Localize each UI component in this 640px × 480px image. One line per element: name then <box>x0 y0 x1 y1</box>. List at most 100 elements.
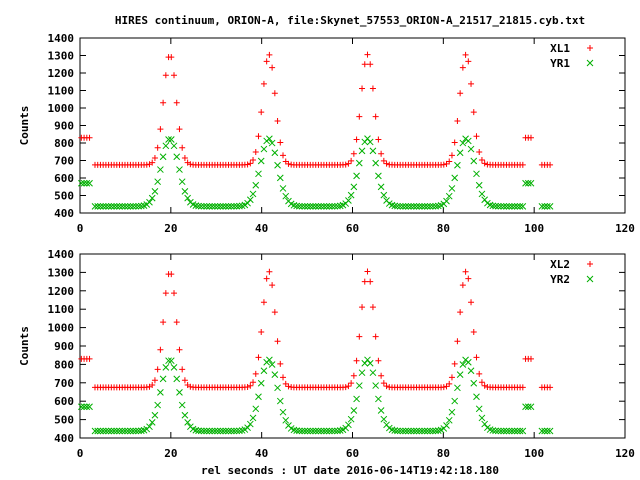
data-point-YR2 <box>208 427 216 435</box>
data-point-YR1 <box>159 153 167 161</box>
data-point-YR2 <box>230 427 238 435</box>
data-point-YR1 <box>157 166 164 173</box>
x-tick-label: 100 <box>524 222 544 235</box>
data-point-YR2 <box>353 395 360 403</box>
y-tick-label: 500 <box>54 414 74 427</box>
data-point-YR1 <box>470 157 478 165</box>
data-point-XL1 <box>149 159 156 166</box>
data-point-XL1 <box>342 161 349 168</box>
data-point-YR1 <box>306 202 314 210</box>
data-point-YR2 <box>312 427 320 435</box>
data-point-YR2 <box>271 371 279 379</box>
data-point-YR1 <box>334 202 341 210</box>
data-point-XL1 <box>154 144 161 151</box>
data-point-YR2 <box>456 371 464 379</box>
data-point-XL2 <box>176 346 183 353</box>
data-point-XL2 <box>86 355 93 362</box>
data-point-XL2 <box>457 309 464 316</box>
data-point-YR2 <box>203 427 211 435</box>
data-point-XL2 <box>446 380 453 387</box>
data-point-YR2 <box>135 427 142 435</box>
data-point-XL1 <box>478 157 485 164</box>
data-point-YR1 <box>328 202 336 210</box>
data-point-YR1 <box>456 149 464 157</box>
data-point-XL2 <box>451 360 458 367</box>
data-point-YR2 <box>86 403 93 411</box>
data-point-YR2 <box>358 369 366 377</box>
data-point-YR2 <box>110 427 118 435</box>
data-point-YR1 <box>233 202 241 210</box>
data-point-YR2 <box>257 379 265 387</box>
y-tick-label: 1000 <box>48 322 75 335</box>
data-point-YR1 <box>402 202 409 210</box>
data-point-YR2 <box>505 427 513 435</box>
data-point-YR1 <box>366 138 374 146</box>
data-point-YR2 <box>407 427 415 435</box>
data-point-XL1 <box>345 160 352 167</box>
data-point-YR1 <box>355 159 363 167</box>
data-point-XL1 <box>263 58 270 65</box>
data-point-YR1 <box>118 202 126 210</box>
data-point-YR2 <box>260 367 268 375</box>
y-tick-label: 400 <box>54 432 74 445</box>
data-point-YR2 <box>91 427 99 435</box>
y-tick-label: 1400 <box>48 32 75 45</box>
data-point-YR2 <box>391 427 399 434</box>
x-tick-label: 40 <box>255 222 268 235</box>
data-point-XL1 <box>260 80 267 87</box>
data-point-XL2 <box>160 319 167 326</box>
data-point-XL2 <box>364 268 371 275</box>
data-point-YR1 <box>195 202 202 210</box>
data-point-XL2 <box>274 338 281 345</box>
data-point-XL2 <box>440 384 447 391</box>
data-point-XL1 <box>457 90 464 97</box>
data-point-YR1 <box>165 136 172 143</box>
series-YR1 <box>78 135 554 210</box>
data-point-XL2 <box>356 333 363 340</box>
data-point-YR2 <box>345 421 352 429</box>
y-tick-label: 900 <box>54 120 74 133</box>
data-point-YR2 <box>317 427 325 435</box>
data-point-YR1 <box>312 202 320 210</box>
data-point-YR1 <box>216 202 224 210</box>
y-tick-label: 1200 <box>48 285 75 298</box>
data-point-YR2 <box>132 427 140 435</box>
data-point-YR2 <box>99 427 107 435</box>
data-point-XL2 <box>367 278 374 285</box>
data-point-XL2 <box>252 370 259 377</box>
data-point-YR1 <box>301 202 309 210</box>
x-tick-label: 20 <box>164 447 177 460</box>
data-point-YR1 <box>257 157 265 165</box>
data-point-XL1 <box>179 144 186 151</box>
data-point-XL2 <box>269 282 276 289</box>
data-point-YR1 <box>293 202 300 210</box>
x-tick-label: 80 <box>437 447 450 460</box>
data-point-YR2 <box>252 405 260 413</box>
data-point-YR2 <box>192 426 200 434</box>
data-point-YR2 <box>410 427 418 435</box>
data-point-YR2 <box>405 427 412 435</box>
x-tick-label: 100 <box>524 447 544 460</box>
data-point-YR1 <box>105 202 112 210</box>
data-point-YR1 <box>246 196 254 204</box>
data-point-XL1 <box>468 80 475 87</box>
data-point-YR2 <box>448 408 456 416</box>
data-point-YR1 <box>500 202 508 210</box>
data-point-YR2 <box>154 401 162 409</box>
data-point-YR2 <box>306 427 314 435</box>
series-YR2 <box>78 356 554 435</box>
data-point-YR1 <box>445 192 453 200</box>
data-point-YR2 <box>167 357 175 365</box>
data-point-YR2 <box>195 427 202 435</box>
data-point-YR1 <box>421 202 429 210</box>
data-point-YR1 <box>345 197 352 204</box>
data-point-YR1 <box>107 202 115 210</box>
data-point-YR1 <box>317 202 325 210</box>
data-point-XL2 <box>369 304 376 311</box>
data-point-YR1 <box>432 202 439 210</box>
data-point-YR2 <box>159 375 167 383</box>
data-point-YR1 <box>353 172 360 180</box>
data-point-XL2 <box>345 383 352 390</box>
data-point-YR2 <box>445 416 453 424</box>
data-point-YR1 <box>323 202 330 210</box>
